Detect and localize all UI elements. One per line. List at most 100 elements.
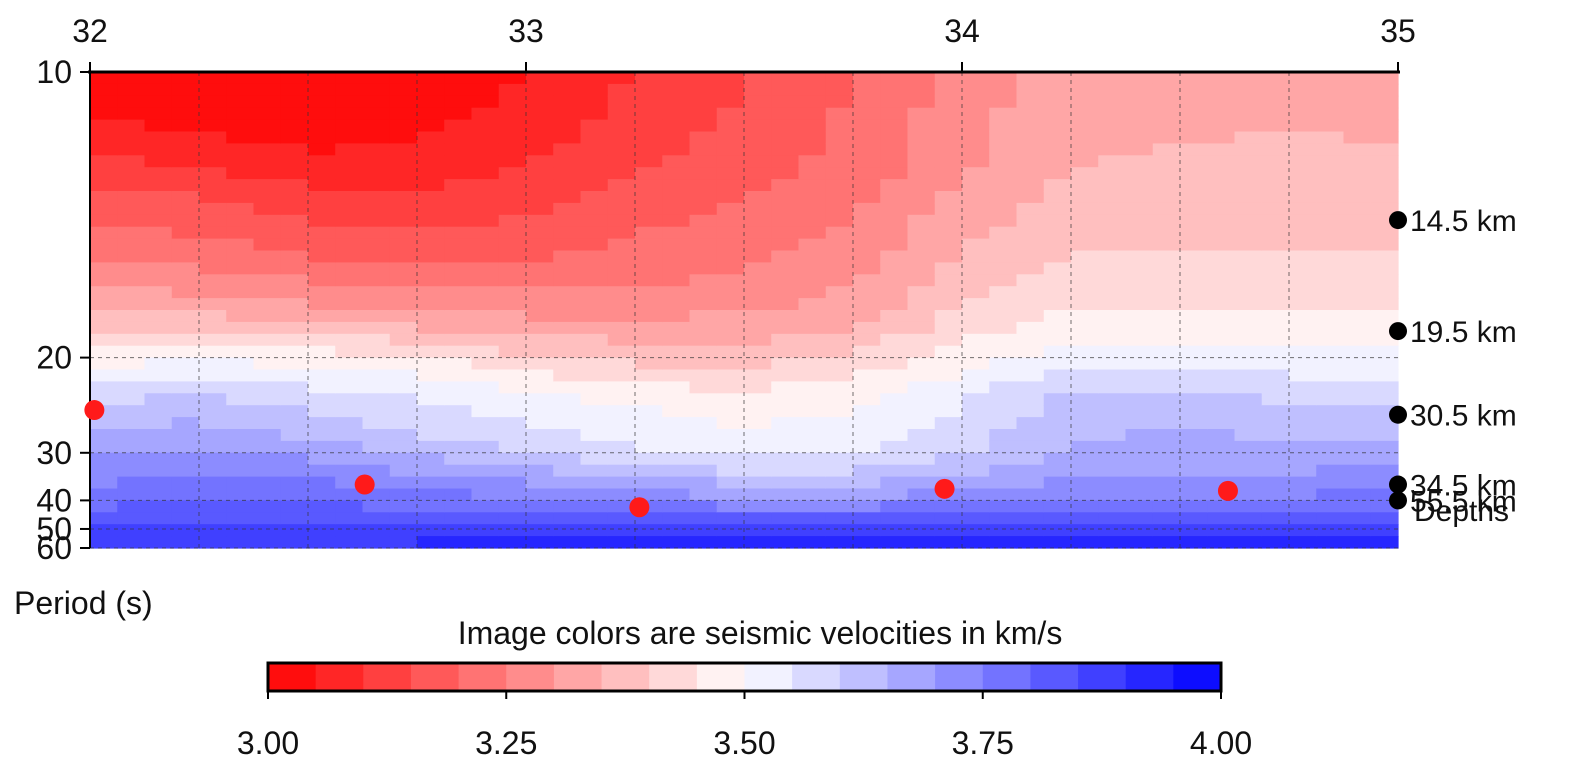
heat-cell xyxy=(335,155,364,168)
heat-cell xyxy=(498,191,527,204)
heat-cell xyxy=(117,155,146,168)
heat-cell xyxy=(226,226,255,240)
heat-cell xyxy=(580,107,609,121)
heat-cell xyxy=(1016,405,1045,418)
heat-cell xyxy=(417,464,445,478)
heat-cell xyxy=(907,286,936,299)
heat-cell xyxy=(798,214,827,228)
heat-cell xyxy=(117,536,146,549)
heat-cell xyxy=(280,452,309,466)
heat-cell xyxy=(1043,381,1072,394)
heat-cell xyxy=(471,429,500,442)
heat-cell xyxy=(771,333,800,347)
heat-cell xyxy=(498,202,527,216)
heat-cell xyxy=(1043,131,1072,144)
heat-cell xyxy=(117,405,146,418)
heat-cell xyxy=(1207,429,1236,442)
depth-legend-label: Depths xyxy=(1414,495,1509,528)
heat-cell xyxy=(716,214,745,228)
depth-marker xyxy=(1389,491,1407,510)
heat-cell xyxy=(1261,488,1290,501)
heat-cell xyxy=(362,95,391,109)
heat-cell xyxy=(689,417,718,430)
heat-cell xyxy=(171,333,200,347)
heat-cell xyxy=(934,274,963,287)
heat-cell xyxy=(498,488,527,501)
heat-cell xyxy=(308,512,336,525)
heat-cell xyxy=(1071,238,1099,252)
heat-cell xyxy=(498,524,527,537)
heat-cell xyxy=(471,452,500,466)
heat-cell xyxy=(716,202,745,216)
x-tick-label: 34 xyxy=(944,13,980,49)
heat-cell xyxy=(117,369,146,382)
heat-cell xyxy=(989,214,1018,228)
heat-cell xyxy=(689,191,718,204)
heat-cell xyxy=(471,214,500,228)
heat-cell xyxy=(90,262,118,275)
heat-cell xyxy=(635,393,663,406)
heat-cell xyxy=(199,72,227,85)
heat-cell xyxy=(662,286,691,299)
heat-cell xyxy=(280,155,309,168)
heat-cell xyxy=(607,452,636,466)
heat-cell xyxy=(1289,107,1317,121)
red-point xyxy=(629,497,650,518)
heat-cell xyxy=(308,369,336,382)
heat-cell xyxy=(498,262,527,275)
heat-cell xyxy=(580,381,609,394)
heat-cell xyxy=(1343,417,1372,430)
heat-cell xyxy=(144,429,173,442)
heat-cell xyxy=(798,95,827,109)
heat-cell xyxy=(553,357,582,371)
heat-cell xyxy=(389,226,418,240)
heat-cell xyxy=(1125,131,1154,144)
heat-cell xyxy=(444,310,473,323)
heat-cell xyxy=(1234,369,1263,382)
heat-cell xyxy=(1370,250,1399,263)
heat-cell xyxy=(907,119,936,133)
heat-cell xyxy=(771,298,800,311)
depth-marker xyxy=(1389,211,1407,230)
heat-cell xyxy=(853,72,881,85)
depth-marker-label: 14.5 km xyxy=(1410,205,1517,238)
heat-cell xyxy=(498,286,527,299)
heat-cell xyxy=(716,536,745,549)
heat-cell xyxy=(1289,238,1317,252)
heat-cell xyxy=(144,95,173,109)
heat-cell xyxy=(771,274,800,287)
heat-cell xyxy=(253,488,282,501)
heat-cell xyxy=(526,95,554,109)
heat-cell xyxy=(934,167,963,180)
heat-cell xyxy=(1370,274,1399,287)
heat-cell xyxy=(444,417,473,430)
heat-cell xyxy=(716,131,745,144)
heat-cell xyxy=(635,226,663,240)
heat-cell xyxy=(1152,250,1181,263)
heat-cell xyxy=(607,250,636,263)
heat-cell xyxy=(1234,345,1263,359)
heat-cell xyxy=(1343,143,1372,156)
heat-cell xyxy=(635,417,663,430)
heat-cell xyxy=(1316,536,1345,549)
heat-cell xyxy=(853,440,881,454)
heat-cell xyxy=(335,357,364,371)
heat-cell xyxy=(199,250,227,263)
heat-cell xyxy=(934,381,963,394)
heat-cell xyxy=(1152,476,1181,490)
heat-cell xyxy=(308,381,336,394)
heat-cell xyxy=(716,393,745,406)
heat-cell xyxy=(1043,429,1072,442)
heat-cell xyxy=(771,405,800,418)
heat-cell xyxy=(90,536,118,549)
heat-cell xyxy=(907,476,936,490)
heat-cell xyxy=(934,95,963,109)
heat-cell xyxy=(962,155,990,168)
heat-cell xyxy=(1152,155,1181,168)
heat-cell xyxy=(362,119,391,133)
heat-cell xyxy=(1316,143,1345,156)
heat-cell xyxy=(853,286,881,299)
heat-cell xyxy=(1016,202,1045,216)
heat-cell xyxy=(1234,429,1263,442)
heat-cell xyxy=(226,191,255,204)
